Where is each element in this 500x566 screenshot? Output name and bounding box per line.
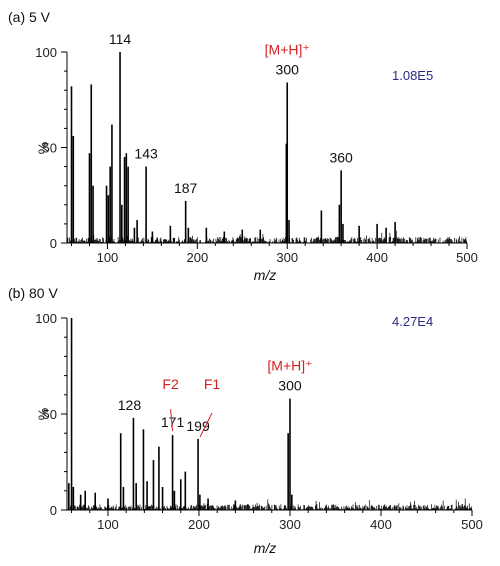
panel-b-y-tick-label-50: 50	[43, 407, 57, 422]
panel-b-y-tick-label-0: 0	[50, 503, 57, 518]
panel-b-label: (b) 80 V	[8, 285, 58, 301]
panel-a-x-tick-label-400: 400	[366, 250, 388, 265]
panel-b-plot-area: 100 200 300 400 500 0 50 100 128 171 199 300 F2 F1 [M+…	[35, 311, 483, 532]
panel-b-peak-label-199: 199	[186, 418, 210, 434]
panel-b-peak-label-171: 171	[161, 414, 185, 430]
panel-a-peak-label-300: 300	[276, 62, 300, 78]
panel-b-x-tick-label-300: 300	[279, 517, 301, 532]
panel-b-xlabel: m/z	[254, 540, 277, 556]
panel-b-peak-label-300: 300	[278, 378, 302, 394]
panel-a-x-tick-label-200: 200	[186, 250, 208, 265]
panel-b-annotation-molecular-ion: [M+H]⁺	[267, 358, 312, 374]
panel-b-x-tick-label-100: 100	[97, 517, 119, 532]
panel-a-peak-label-360: 360	[329, 149, 353, 165]
panel-a-label: (a) 5 V	[8, 9, 51, 25]
panel-b-leader-f2	[170, 409, 174, 432]
panel-a-peak-label-187: 187	[174, 180, 198, 196]
panel-b-x-tick-label-200: 200	[188, 517, 210, 532]
panel-b-annotation-f2: F2	[162, 376, 179, 392]
panel-b-x-tick-label-400: 400	[370, 517, 392, 532]
panel-a-ylabel: %	[35, 142, 51, 154]
panel-b-leader-f1	[199, 412, 213, 438]
panel-a-intensity: 1.08E5	[392, 68, 433, 83]
panel-a-peak-label-143: 143	[134, 146, 158, 162]
panel-a-y-tick-label-0: 0	[50, 236, 57, 251]
panel-a-peak-label-114: 114	[109, 31, 132, 47]
panel-a-annotation-molecular-ion: [M+H]⁺	[265, 42, 310, 58]
panel-a-y-tick-label-50: 50	[43, 141, 57, 156]
panel-a-x-tick-label-500: 500	[456, 250, 478, 265]
panel-b-x-tick-label-500: 500	[461, 517, 483, 532]
panel-b: (b) 80 V 4.27E4 % m/z 100 200 300 400 500 0 50…	[8, 285, 483, 556]
panel-b-ylabel: %	[35, 408, 51, 420]
panel-a-x-tick-label-300: 300	[276, 250, 298, 265]
panel-b-y-tick-label-100: 100	[35, 311, 57, 326]
panel-a-y-tick-label-100: 100	[35, 45, 57, 60]
panel-b-intensity: 4.27E4	[392, 314, 433, 329]
panel-a-plot-area: 100 200 300 400 500 0 50 100 114 143 187 300 360 [M+H…	[35, 31, 478, 265]
panel-b-baseline-noise	[67, 498, 473, 510]
panel-a-xlabel: m/z	[254, 267, 277, 283]
panel-a-x-tick-label-100: 100	[97, 250, 119, 265]
panel-a: (a) 5 V 1.08E5 % m/z 100 200 300 400 5000501…	[8, 9, 478, 283]
panel-b-peak-label-128: 128	[118, 397, 142, 413]
panel-b-annotation-f1: F1	[204, 376, 221, 392]
